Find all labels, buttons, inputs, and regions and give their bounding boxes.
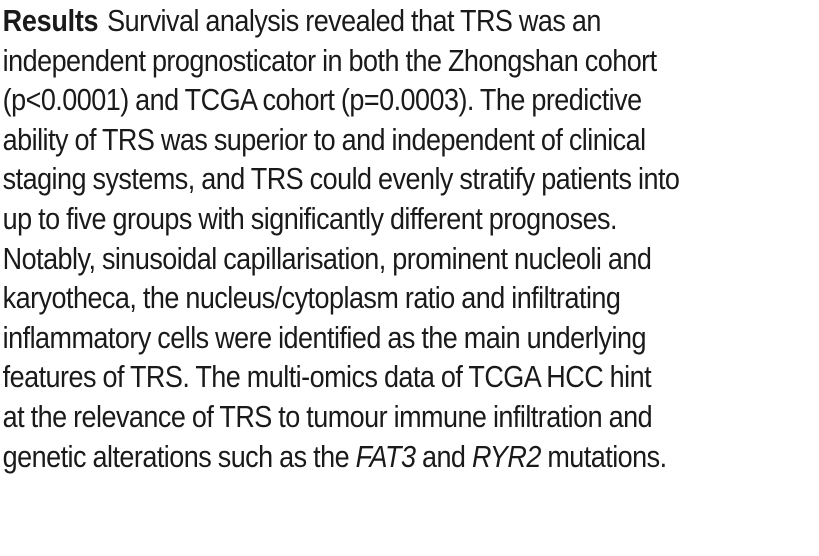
gene-name-fat3: FAT3: [355, 439, 416, 474]
text-line-8: karyotheca, the nucleus/cytoplasm ratio …: [2, 281, 621, 316]
text-line-11: at the relevance of TRS to tumour immune…: [2, 399, 653, 434]
line-text: Survival analysis revealed that TRS was …: [107, 4, 601, 38]
text-line-4: ability of TRS was superior to and indep…: [2, 122, 646, 157]
paragraph-body: Results Survival analysis revealed that T…: [3, 2, 819, 477]
text-line-2: independent prognosticator in both the Z…: [2, 43, 657, 78]
text-line-7: Notably, sinusoidal capillarisation, pro…: [2, 241, 652, 276]
text-line-1: Results Survival analysis revealed that T…: [3, 2, 819, 42]
text-line-3: (p<0.0001) and TCGA cohort (p=0.0003). T…: [2, 83, 642, 118]
results-paragraph: Results Survival analysis revealed that T…: [3, 4, 680, 474]
text-line-12: genetic alterations such as the FAT3 and…: [3, 438, 819, 478]
text-line-9: inflammatory cells were identified as th…: [2, 320, 647, 355]
line-prefix: genetic alterations such as the: [2, 439, 356, 474]
text-line-10: features of TRS. The multi-omics data of…: [2, 360, 652, 395]
text-line-5: staging systems, and TRS could evenly st…: [2, 162, 680, 197]
text-line-6: up to five groups with significantly dif…: [2, 201, 618, 236]
line-middle: and: [415, 439, 472, 474]
line-suffix: mutations.: [540, 439, 667, 474]
gene-name-ryr2: RYR2: [471, 439, 541, 474]
section-heading: Results: [2, 4, 99, 38]
